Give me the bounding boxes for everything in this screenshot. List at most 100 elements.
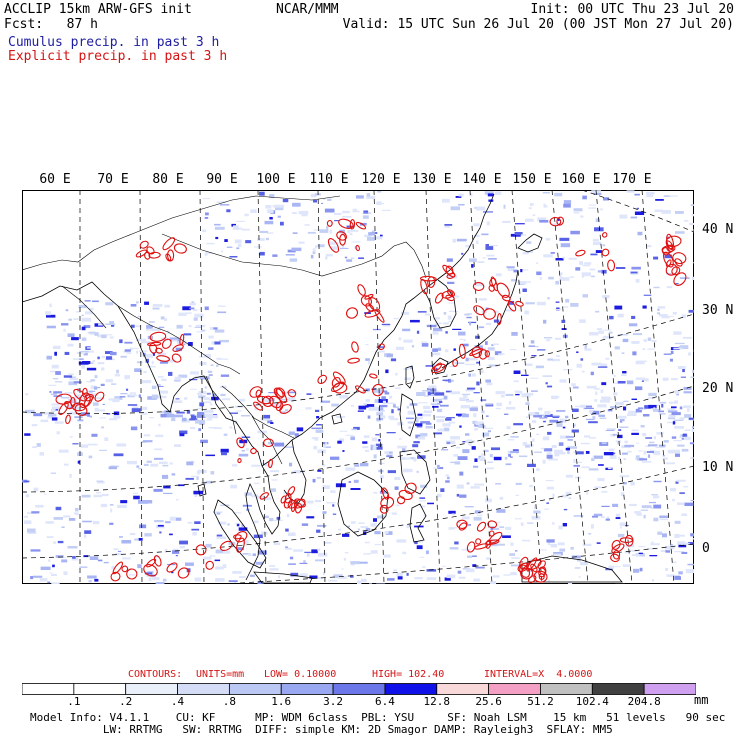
cumulus-cell-871: [203, 556, 212, 560]
cumulus-cell-1278: [488, 356, 495, 361]
cumulus-cell-1669: [557, 218, 560, 221]
cumulus-cell-1377: [111, 324, 115, 327]
cumulus-cell-930: [641, 380, 644, 382]
cumulus-cell-511: [317, 577, 324, 579]
cumulus-cell-1212: [609, 331, 613, 334]
cumulus-cell-1514: [158, 385, 164, 387]
cumulus-cell-425: [24, 433, 31, 436]
cumulus-cell-524: [330, 490, 336, 493]
cumulus-cell-566: [209, 403, 213, 406]
cumulus-cell-878: [75, 507, 79, 512]
cumulus-cell-1391: [194, 313, 204, 318]
cumulus-cell-1167: [457, 456, 468, 460]
cumulus-cell-1345: [176, 340, 187, 345]
border-central-asia: [22, 195, 341, 271]
cumulus-cell-1801: [352, 210, 360, 213]
cumulus-cell-919: [585, 451, 590, 454]
cumulus-cell-680: [315, 429, 324, 433]
cumulus-cell-1012: [622, 338, 629, 343]
cumulus-cell-1138: [443, 395, 448, 400]
cumulus-cell-284: [657, 531, 663, 535]
cumulus-cell-1224: [475, 422, 480, 426]
cumulus-cell-921: [551, 445, 557, 448]
cumulus-cell-124: [681, 513, 687, 516]
cumulus-cell-1594: [637, 231, 643, 236]
cumulus-cell-944: [592, 416, 596, 420]
cumulus-cell-539: [638, 552, 643, 554]
cumulus-cell-203: [269, 565, 276, 567]
cumulus-cell-1389: [69, 378, 78, 381]
cumulus-cell-873: [619, 426, 629, 428]
cumulus-cell-719: [384, 491, 387, 494]
cumulus-cell-256: [446, 417, 455, 419]
cumulus-cell-903: [601, 442, 607, 444]
cumulus-cell-1367: [102, 403, 105, 405]
cumulus-cell-1681: [559, 272, 563, 276]
explicit-contour-138: [528, 575, 537, 584]
cumulus-cell-1435: [67, 343, 74, 347]
cumulus-cell-1207: [440, 428, 445, 432]
cumulus-cell-1527: [55, 371, 61, 375]
cumulus-cell-1722: [569, 276, 575, 278]
cumulus-cell-1106: [609, 455, 617, 459]
cumulus-cell-1076: [542, 375, 553, 377]
cumulus-cell-394: [301, 523, 309, 526]
cumulus-cell-1541: [220, 374, 230, 377]
cumulus-cell-1204: [603, 452, 614, 456]
cumulus-cell-1193: [674, 426, 684, 429]
cumulus-cell-1682: [582, 195, 587, 200]
cumulus-cell-476: [154, 555, 160, 558]
cumulus-cell-902: [617, 434, 623, 439]
cumulus-cell-458: [611, 547, 620, 549]
cumulus-cell-1251: [465, 363, 475, 366]
cumulus-cell-1023: [412, 444, 419, 448]
cumulus-cell-354: [229, 426, 233, 429]
explicit-contour-33: [490, 276, 499, 292]
cumulus-cell-1380: [109, 336, 114, 339]
cumulus-cell-925: [457, 415, 462, 417]
cumulus-cell-1806: [373, 236, 383, 240]
cumulus-cell-221: [458, 576, 466, 579]
cumulus-cell-557: [53, 541, 57, 544]
cumulus-cell-1831: [219, 204, 230, 206]
cumulus-cell-316: [139, 524, 147, 529]
cumulus-cell-322: [196, 414, 206, 418]
border-se-asia: [221, 385, 295, 439]
cumulus-cell-497: [550, 543, 558, 548]
cumulus-cell-1006: [416, 330, 420, 334]
cumulus-cell-463: [379, 404, 388, 408]
cumulus-cell-71: [600, 516, 605, 518]
cumulus-cell-993: [551, 395, 558, 400]
cumulus-cell-314: [656, 404, 660, 406]
cumulus-cell-679: [242, 540, 249, 544]
cumulus-cell-842: [597, 404, 607, 408]
cumulus-cell-892: [568, 497, 572, 499]
cumulus-cell-1813: [313, 229, 323, 231]
cumulus-cell-989: [468, 373, 472, 377]
cumulus-cell-413: [197, 411, 205, 415]
cumulus-cell-760: [283, 492, 288, 495]
cumulus-cell-1368: [157, 395, 167, 399]
cumulus-cell-1194: [365, 344, 369, 346]
cumulus-cell-681: [138, 500, 148, 504]
cumulus-cell-1390: [136, 361, 143, 364]
cumulus-cell-338: [674, 551, 684, 553]
cumulus-cell-1636: [602, 295, 610, 299]
cumulus-cell-1061: [565, 447, 570, 451]
cumulus-cell-774: [468, 443, 472, 446]
cumulus-cell-272: [311, 427, 322, 430]
cumulus-cell-753: [110, 508, 113, 513]
cumulus-cell-1080: [647, 348, 655, 350]
cumulus-cell-1729: [485, 244, 489, 247]
cumulus-cell-693: [325, 442, 328, 445]
cumulus-cell-1862: [269, 217, 273, 220]
cumulus-cell-751: [186, 461, 194, 466]
cumulus-cell-668: [480, 399, 487, 402]
cumulus-cell-400: [375, 434, 380, 436]
cumulus-cell-41: [232, 571, 242, 574]
cumulus-cell-559: [448, 510, 456, 514]
cumulus-cell-895: [239, 576, 246, 578]
cumulus-cell-884: [520, 522, 524, 526]
cumulus-cell-1174: [474, 458, 478, 462]
cumulus-cell-839: [510, 542, 514, 546]
